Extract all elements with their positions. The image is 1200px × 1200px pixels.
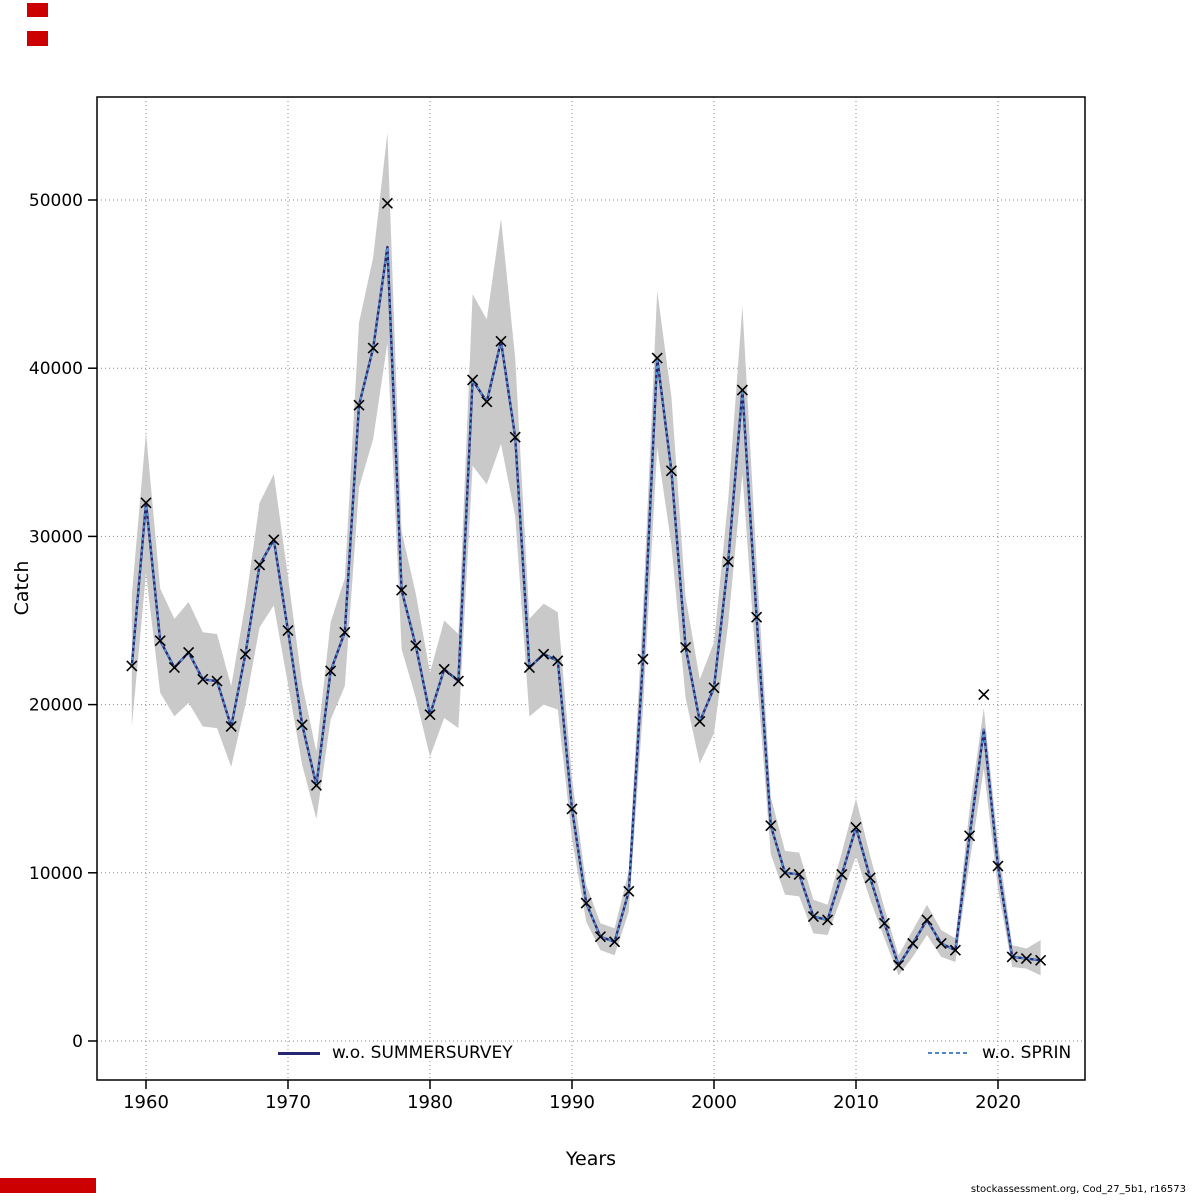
attribution-text: stockassessment.org, Cod_27_5b1, r16573 (970, 1184, 1186, 1195)
svg-text:1970: 1970 (265, 1092, 311, 1113)
svg-text:1980: 1980 (407, 1092, 453, 1113)
svg-text:40000: 40000 (29, 359, 83, 379)
solid-line-sample-icon (278, 1051, 320, 1055)
dashed-line-sample-icon (928, 1052, 970, 1054)
svg-text:30000: 30000 (29, 527, 83, 547)
red-artifact-top-2 (27, 31, 48, 46)
svg-text:20000: 20000 (29, 696, 83, 716)
red-artifact-bottom (0, 1178, 96, 1193)
x-axis-title: Years (565, 1148, 617, 1170)
svg-text:2020: 2020 (975, 1092, 1021, 1113)
svg-text:0: 0 (72, 1032, 83, 1052)
svg-text:50000: 50000 (29, 191, 83, 211)
legend-label: w.o. SUMMERSURVEY (332, 1043, 513, 1063)
svg-text:2000: 2000 (691, 1092, 737, 1113)
legend-entry-springsurvey: w.o. SPRIN (928, 1042, 1085, 1064)
svg-text:1990: 1990 (549, 1092, 595, 1113)
legend-entry-summersurvey: w.o. SUMMERSURVEY (278, 1042, 513, 1064)
red-artifact-top-1 (27, 3, 48, 17)
svg-text:10000: 10000 (29, 864, 83, 884)
svg-text:1960: 1960 (123, 1092, 169, 1113)
svg-text:2010: 2010 (833, 1092, 879, 1113)
legend-label: w.o. SPRIN (982, 1043, 1072, 1063)
